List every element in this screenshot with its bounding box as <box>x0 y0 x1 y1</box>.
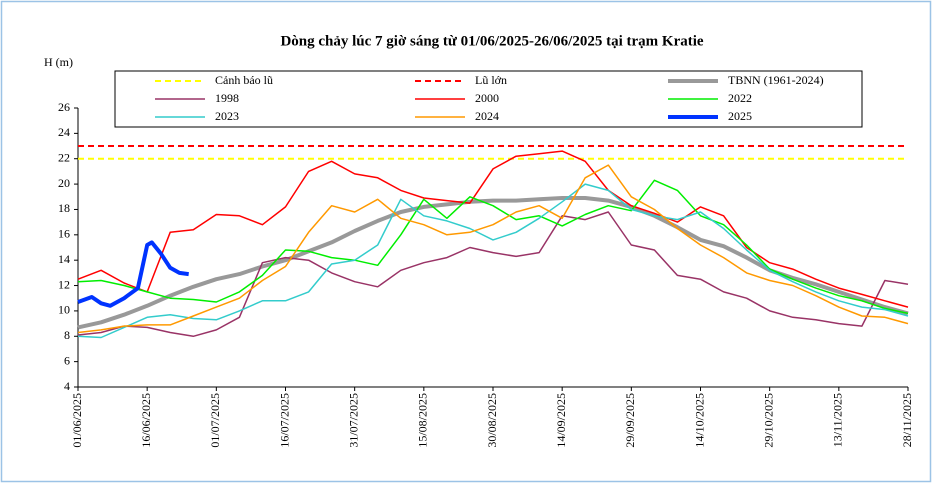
legend-label: 2024 <box>475 109 499 123</box>
y-tick-label: 12 <box>58 277 70 291</box>
legend-label: TBNN (1961-2024) <box>728 73 824 87</box>
legend-box <box>114 70 863 128</box>
series-line <box>77 183 909 339</box>
y-tick-label: 20 <box>58 176 70 190</box>
legend-label: 1998 <box>215 91 239 105</box>
x-tick-label: 30/08/2025 <box>485 393 499 448</box>
legend-label: 2023 <box>215 109 239 123</box>
y-tick-label: 18 <box>58 201 70 215</box>
y-tick-label: 6 <box>64 353 70 367</box>
x-tick-label: 14/09/2025 <box>554 393 568 448</box>
x-tick-label: 29/09/2025 <box>623 393 637 448</box>
y-tick-label: 14 <box>58 252 70 266</box>
y-tick-label: 8 <box>64 328 70 342</box>
x-tick-label: 28/11/2025 <box>900 393 914 447</box>
y-tick-label: 16 <box>58 227 70 241</box>
x-tick-label: 15/08/2025 <box>416 393 430 448</box>
y-tick-label: 24 <box>58 125 70 139</box>
series-line <box>77 150 909 308</box>
y-tick-label: 26 <box>58 100 70 114</box>
x-tick-label: 14/10/2025 <box>692 393 706 448</box>
x-tick-label: 29/10/2025 <box>761 393 775 448</box>
legend-label: 2025 <box>728 109 752 123</box>
legend-label: Cảnh báo lũ <box>215 73 273 87</box>
series-line <box>77 240 189 308</box>
legend-label: 2022 <box>728 91 752 105</box>
chart-title: Dòng chảy lúc 7 giờ sáng từ 01/06/2025-2… <box>280 33 703 49</box>
x-tick-label: 01/07/2025 <box>208 393 222 448</box>
x-tick-label: 13/11/2025 <box>831 393 845 447</box>
x-tick-label: 31/07/2025 <box>346 393 360 448</box>
legend-label: Lũ lớn <box>475 73 507 87</box>
series-line <box>77 164 909 334</box>
y-tick-label: 22 <box>58 150 70 164</box>
x-tick-label: 16/07/2025 <box>277 393 291 448</box>
x-tick-label: 16/06/2025 <box>139 393 153 448</box>
legend-label: 2000 <box>475 91 499 105</box>
y-tick-label: 10 <box>58 303 70 317</box>
y-axis-label: H (m) <box>44 55 73 69</box>
y-tick-label: 4 <box>64 379 70 393</box>
x-tick-label: 01/06/2025 <box>70 393 84 448</box>
series-line <box>77 179 909 315</box>
series-line <box>77 211 909 338</box>
